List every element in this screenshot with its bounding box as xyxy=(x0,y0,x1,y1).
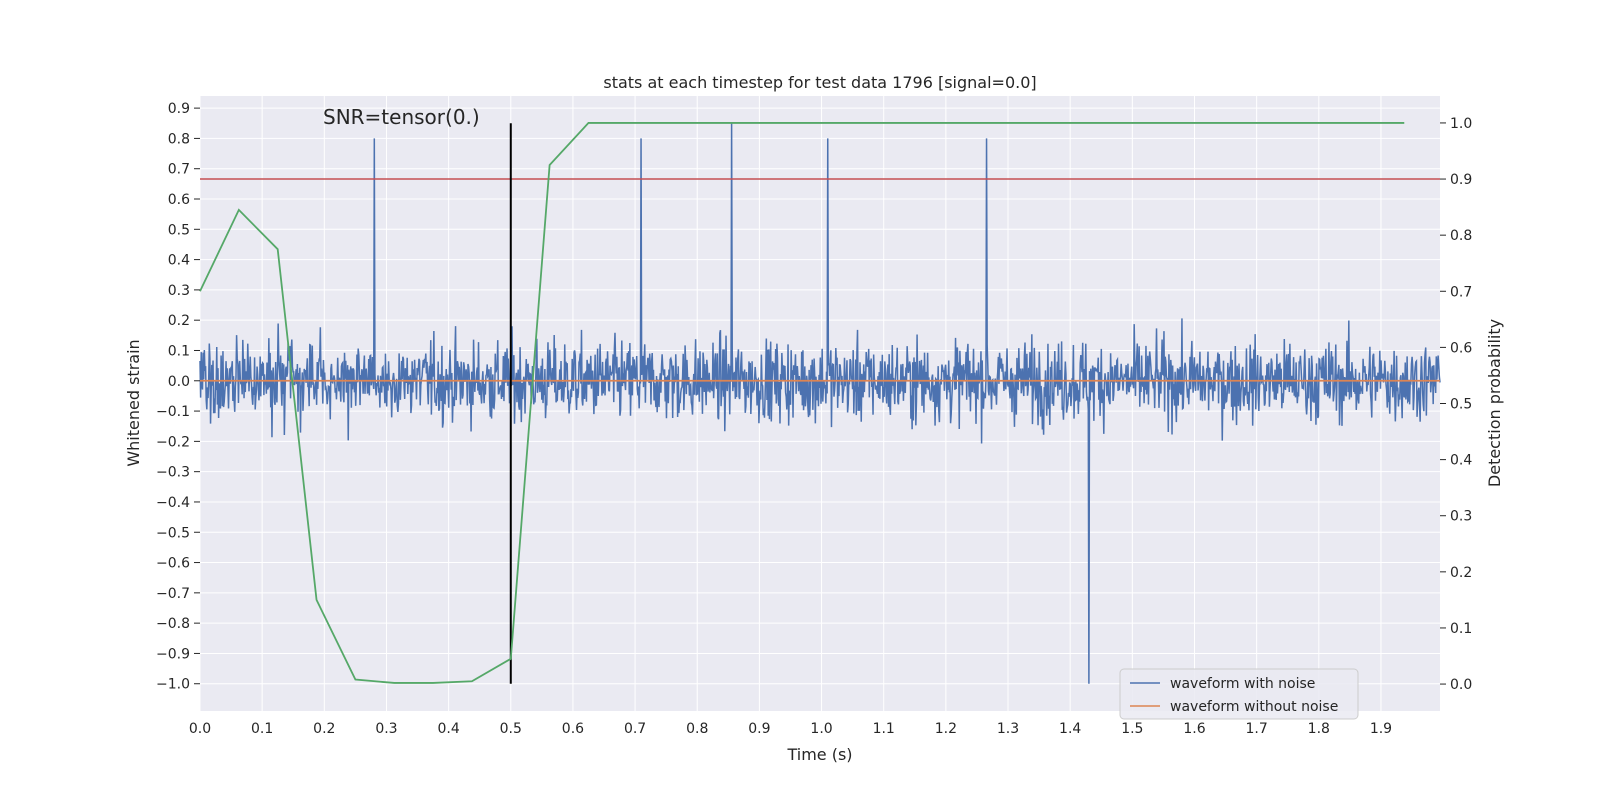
x-tick-label: 1.2 xyxy=(935,721,957,737)
x-tick-label: 1.0 xyxy=(810,721,832,737)
y-left-tick-label: −0.9 xyxy=(156,646,190,662)
y-left-tick-label: 0.0 xyxy=(168,374,190,390)
y-left-tick-label: 0.2 xyxy=(168,313,190,329)
y-right-tick-label: 0.5 xyxy=(1450,397,1472,413)
y-left-tick-label: 0.9 xyxy=(168,101,190,117)
x-tick-label: 0.1 xyxy=(251,721,273,737)
y-right-tick-label: 0.4 xyxy=(1450,453,1472,469)
y-left-tick-label: 0.3 xyxy=(168,283,190,299)
snr-annotation: SNR=tensor(0.) xyxy=(323,105,480,129)
y-axis-left-label: Whitened strain xyxy=(124,339,143,466)
x-tick-label: 0.7 xyxy=(624,721,646,737)
y-axis-left: 0.9 0.8 0.7 0.6 0.5 0.4 0.3 0.2 0.1 0.0 −0.1 −0.2 −0… xyxy=(156,101,200,693)
y-right-tick-label: 1.0 xyxy=(1450,116,1472,132)
legend-label-clean: waveform without noise xyxy=(1170,699,1338,715)
y-right-tick-label: 0.2 xyxy=(1450,565,1472,581)
x-tick-label: 0.6 xyxy=(562,721,584,737)
y-left-tick-label: −0.4 xyxy=(156,495,190,511)
y-left-tick-label: −0.7 xyxy=(156,586,190,602)
chart-title: stats at each timestep for test data 179… xyxy=(603,73,1036,92)
waveform-with-noise-line xyxy=(199,123,1441,684)
x-tick-label: 1.9 xyxy=(1370,721,1392,737)
x-tick-label: 1.1 xyxy=(873,721,895,737)
y-left-tick-label: 0.4 xyxy=(168,253,190,269)
y-right-tick-label: 0.1 xyxy=(1450,621,1472,637)
x-tick-label: 0.5 xyxy=(500,721,522,737)
y-left-tick-label: 0.5 xyxy=(168,222,190,238)
x-tick-label: 0.4 xyxy=(437,721,459,737)
x-tick-label: 0.3 xyxy=(375,721,397,737)
y-left-tick-label: −0.2 xyxy=(156,434,190,450)
y-left-tick-label: 0.6 xyxy=(168,192,190,208)
x-axis: 0.0 0.1 0.2 0.3 0.4 0.5 0.6 0.7 0.8 0.9 1.0 1.1 1.2 1… xyxy=(189,721,1392,737)
x-axis-label: Time (s) xyxy=(786,745,852,764)
x-tick-label: 1.8 xyxy=(1308,721,1330,737)
y-left-tick-label: −0.6 xyxy=(156,556,190,572)
y-left-tick-label: −0.5 xyxy=(156,525,190,541)
y-left-tick-label: −0.1 xyxy=(156,404,190,420)
x-tick-label: 1.4 xyxy=(1059,721,1081,737)
x-tick-label: 0.8 xyxy=(686,721,708,737)
y-left-tick-label: 0.8 xyxy=(168,131,190,147)
y-left-tick-label: −0.8 xyxy=(156,616,190,632)
x-tick-label: 1.5 xyxy=(1121,721,1143,737)
x-tick-label: 1.6 xyxy=(1183,721,1205,737)
y-right-tick-label: 0.9 xyxy=(1450,172,1472,188)
x-tick-label: 1.7 xyxy=(1246,721,1268,737)
y-right-tick-label: 0.8 xyxy=(1450,228,1472,244)
legend-box xyxy=(1119,668,1359,720)
y-right-tick-label: 0.6 xyxy=(1450,340,1472,356)
y-right-tick-label: 0.0 xyxy=(1450,677,1472,693)
x-tick-label: 0.2 xyxy=(313,721,335,737)
legend: waveform with noise waveform without noi… xyxy=(1119,668,1359,720)
overlays xyxy=(199,122,1440,684)
detection-probability-line xyxy=(199,122,1405,684)
y-left-tick-label: −1.0 xyxy=(156,677,190,693)
noisy-waveform-series xyxy=(199,123,1441,684)
y-left-tick-label: 0.7 xyxy=(168,162,190,178)
x-tick-label: 1.3 xyxy=(997,721,1019,737)
x-tick-label: 0.0 xyxy=(189,721,211,737)
y-right-tick-label: 0.3 xyxy=(1450,509,1472,525)
legend-label-noise: waveform with noise xyxy=(1170,676,1315,692)
y-axis-right: 1.0 0.9 0.8 0.7 0.6 0.5 0.4 0.3 0.2 0.1 0.0 xyxy=(1440,116,1472,693)
y-left-tick-label: 0.1 xyxy=(168,343,190,359)
y-axis-right-label: Detection probability xyxy=(1485,319,1504,487)
y-right-tick-label: 0.7 xyxy=(1450,284,1472,300)
y-left-tick-label: −0.3 xyxy=(156,465,190,481)
x-tick-label: 0.9 xyxy=(748,721,770,737)
